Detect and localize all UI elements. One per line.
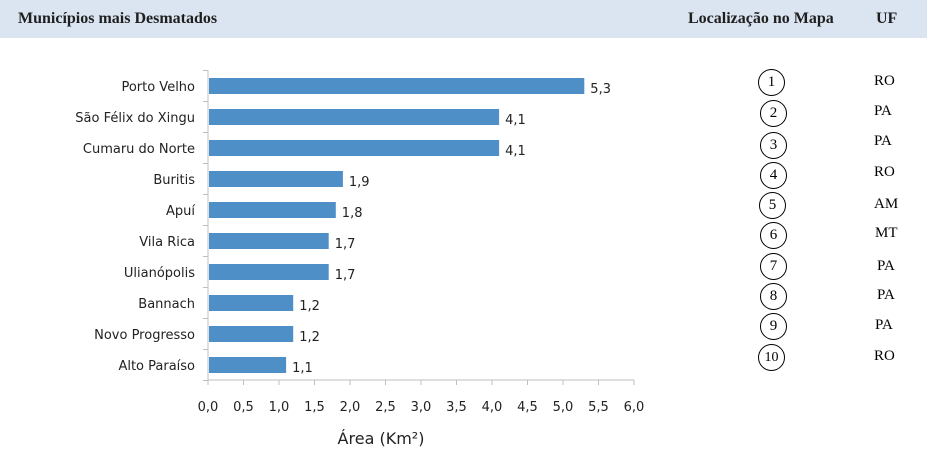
bar (209, 109, 500, 125)
bar (209, 233, 329, 249)
header-bar (0, 0, 927, 38)
location-number-circle: 4 (760, 162, 787, 189)
bar-value-label: 1,2 (299, 330, 320, 345)
location-number-circle: 9 (760, 313, 787, 340)
bar-value-label: 5,3 (590, 82, 611, 97)
bar-value-label: 4,1 (505, 144, 526, 159)
map-location-header: Localização no Mapa (688, 10, 834, 27)
bar-value-label: 1,1 (292, 361, 313, 376)
category-label: Apuí (166, 204, 195, 219)
x-tick-label: 1,0 (269, 400, 290, 415)
x-tick-label: 1,5 (304, 400, 325, 415)
page-title: Municípios mais Desmatados (18, 10, 218, 27)
bar-value-label: 1,7 (335, 237, 356, 252)
category-label: Buritis (153, 173, 195, 188)
x-tick-label: 6,0 (624, 400, 645, 415)
location-number-circle: 3 (760, 132, 787, 159)
uf-label: PA (875, 317, 893, 333)
location-number-circle: 7 (760, 253, 787, 280)
bar-value-label: 1,9 (349, 175, 370, 190)
location-number-circle: 6 (760, 222, 787, 249)
uf-label: RO (874, 164, 895, 180)
x-tick-label: 4,0 (482, 400, 503, 415)
x-tick-label: 0,5 (233, 400, 254, 415)
bar-value-label: 1,8 (342, 206, 363, 221)
x-tick-label: 5,5 (588, 400, 609, 415)
category-label: Ulianópolis (124, 266, 195, 281)
x-tick-label: 5,0 (553, 400, 574, 415)
uf-label: PA (874, 103, 892, 119)
uf-label: MT (875, 225, 898, 241)
x-tick-label: 2,5 (375, 400, 396, 415)
uf-label: AM (874, 196, 899, 212)
category-label: São Félix do Xingu (75, 111, 195, 126)
bar (209, 202, 336, 218)
uf-label: PA (874, 133, 892, 149)
uf-label: RO (874, 73, 895, 89)
category-label: Alto Paraíso (118, 359, 195, 374)
location-number-circle: 5 (759, 192, 786, 219)
bar-value-label: 4,1 (505, 113, 526, 128)
x-tick-label: 0,0 (198, 400, 219, 415)
bar-value-label: 1,2 (299, 299, 320, 314)
x-tick-label: 3,5 (446, 400, 467, 415)
category-label: Cumaru do Norte (83, 142, 195, 157)
bar (209, 171, 343, 187)
location-number-circle: 1 (758, 69, 785, 96)
bar (209, 264, 329, 280)
bar (209, 140, 500, 156)
category-label: Novo Progresso (94, 328, 195, 343)
uf-header: UF (876, 10, 898, 27)
x-tick-label: 2,0 (340, 400, 361, 415)
category-label: Vila Rica (139, 235, 195, 250)
bar (209, 357, 287, 373)
location-number-circle: 8 (760, 283, 787, 310)
bar-value-label: 1,7 (335, 268, 356, 283)
bar (209, 295, 294, 311)
category-label: Bannach (138, 297, 195, 312)
bar (209, 326, 294, 342)
x-tick-label: 4,5 (517, 400, 538, 415)
x-tick-label: 3,0 (411, 400, 432, 415)
uf-label: PA (877, 287, 895, 303)
uf-label: PA (877, 258, 895, 274)
bar (209, 78, 585, 94)
uf-label: RO (874, 348, 895, 364)
location-number-circle: 2 (760, 100, 787, 127)
location-number-circle: 10 (758, 344, 785, 371)
x-axis-title: Área (Km²) (338, 429, 425, 448)
category-label: Porto Velho (121, 80, 195, 95)
